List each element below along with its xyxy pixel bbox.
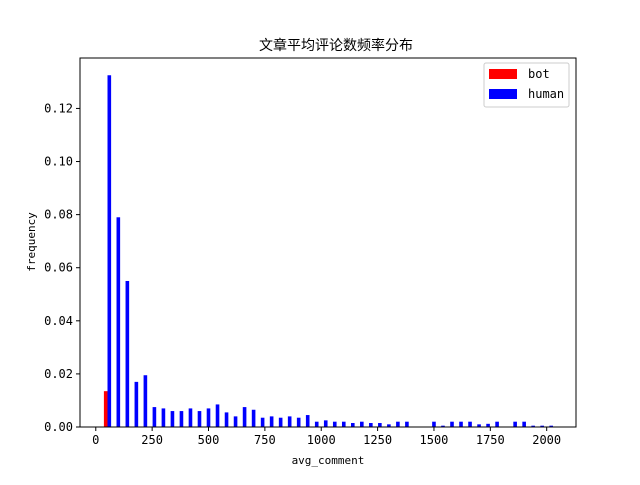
bar-human <box>134 381 139 427</box>
x-tick-label: 500 <box>198 433 220 447</box>
bar-human <box>188 408 193 427</box>
bar-human <box>522 421 526 427</box>
y-tick-label: 0.12 <box>44 101 73 115</box>
bar-human <box>305 415 310 427</box>
bar-human <box>107 75 112 427</box>
y-tick-label: 0.08 <box>44 208 73 222</box>
y-tick-label: 0.04 <box>44 314 73 328</box>
bar-human <box>432 421 436 427</box>
bar-human <box>468 421 472 427</box>
x-axis-ticks: 0 250 500 750 1000 1250 1500 1750 2000 <box>92 427 561 447</box>
x-tick-label: 1500 <box>420 433 449 447</box>
bar-human <box>486 423 490 427</box>
bar-human <box>531 425 535 427</box>
bar-human <box>459 421 463 427</box>
bars-group <box>103 75 554 427</box>
y-tick-label: 0.10 <box>44 155 73 169</box>
x-tick-label: 0 <box>92 433 99 447</box>
x-tick-label: 1750 <box>476 433 505 447</box>
bar-human <box>242 407 247 427</box>
x-tick-label: 250 <box>141 433 163 447</box>
x-tick-label: 2000 <box>532 433 561 447</box>
plot-area: 0 250 500 750 1000 1250 1500 1750 2000 0.000.020… <box>44 57 577 447</box>
legend-swatch-human <box>489 89 517 99</box>
bar-human <box>197 411 202 427</box>
bar-human <box>495 421 499 427</box>
x-tick-label: 750 <box>254 433 276 447</box>
plot-frame <box>79 57 577 428</box>
bar-human <box>405 421 409 427</box>
bar-human <box>477 424 481 427</box>
bar-human <box>179 411 184 427</box>
bar-human <box>332 421 337 427</box>
bar-human <box>152 407 157 427</box>
bar-human <box>233 416 238 427</box>
bar-human <box>278 417 283 427</box>
bar-human <box>143 375 148 427</box>
bar-human <box>269 416 274 427</box>
bar-human <box>441 425 445 427</box>
bar-human <box>296 417 301 427</box>
bar-human <box>215 404 220 427</box>
bar-human <box>323 420 328 427</box>
bar-human <box>350 423 355 427</box>
bar-human <box>378 423 382 427</box>
y-tick-label: 0.06 <box>44 261 73 275</box>
y-axis-label: frequency <box>25 212 38 272</box>
bar-human <box>224 412 229 427</box>
x-tick-label: 1250 <box>363 433 392 447</box>
bar-human <box>450 421 454 427</box>
y-tick-label: 0.00 <box>44 420 73 434</box>
bar-human <box>260 417 265 427</box>
bar-human <box>387 424 391 427</box>
bar-human <box>125 280 130 427</box>
legend-label-human: human <box>528 87 564 101</box>
chart-title: 文章平均评论数频率分布 <box>259 37 413 54</box>
bar-human <box>513 421 517 427</box>
bar-human <box>396 421 400 427</box>
bar-human <box>170 411 175 427</box>
bar-human <box>341 421 346 427</box>
bar-bot <box>103 391 108 427</box>
bar-human <box>251 409 256 427</box>
x-axis-label: avg_comment <box>292 454 365 467</box>
x-tick-label: 1000 <box>307 433 336 447</box>
bar-human <box>206 408 211 427</box>
bar-human <box>540 425 544 427</box>
bar-human <box>360 421 364 427</box>
legend-label-bot: bot <box>528 67 550 81</box>
bar-human <box>549 425 554 427</box>
bar-human <box>161 408 166 427</box>
plot-background <box>80 58 576 427</box>
bar-human <box>314 421 319 427</box>
bar-human <box>116 217 121 427</box>
y-tick-label: 0.02 <box>44 367 73 381</box>
legend: bot human <box>483 62 570 108</box>
bar-human <box>287 416 292 427</box>
legend-swatch-bot <box>489 69 517 79</box>
y-axis-ticks: 0.00 0.02 0.04 0.06 0.08 0.10 0.12 <box>44 101 80 434</box>
bar-human <box>369 423 373 427</box>
